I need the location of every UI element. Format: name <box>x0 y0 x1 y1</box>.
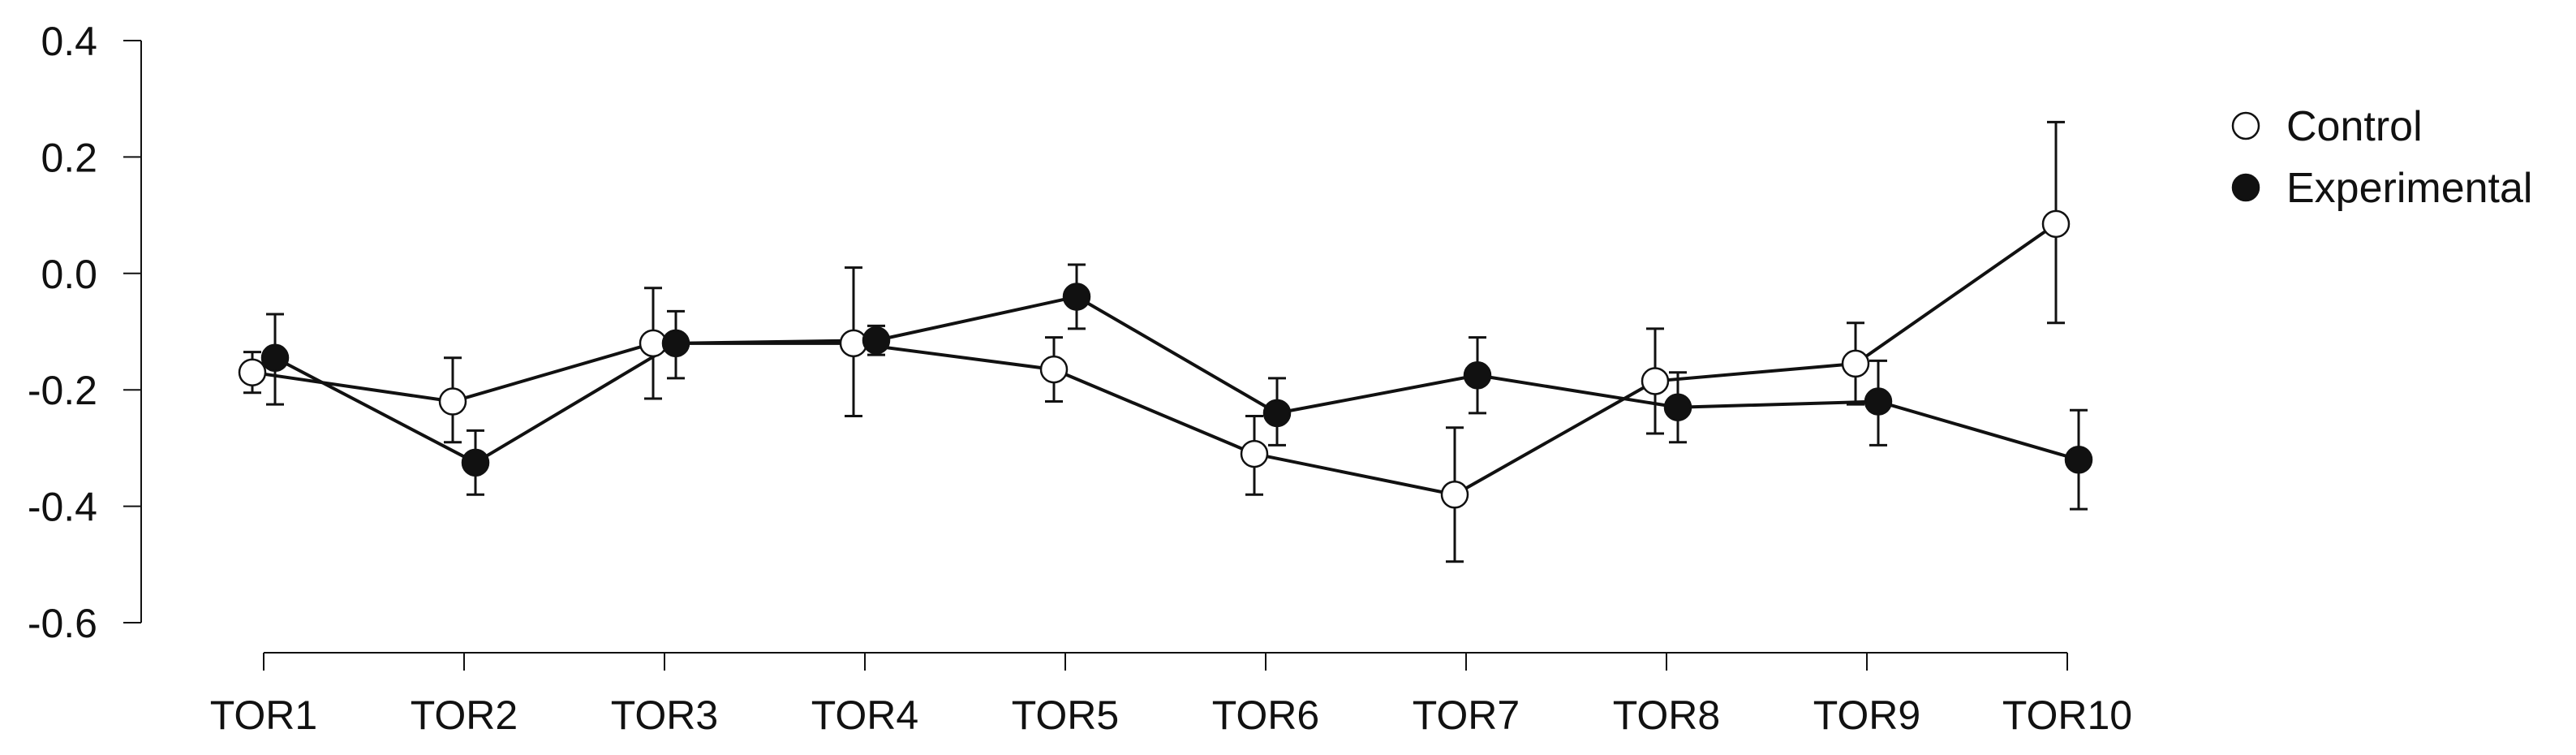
y-tick-label: 0.2 <box>41 135 97 180</box>
legend-label: Control <box>2286 103 2423 150</box>
series-line-experimental <box>274 295 2079 464</box>
x-tick-label: TOR9 <box>1813 692 1920 738</box>
legend-item-experimental: Experimental <box>2231 165 2532 212</box>
y-tick-label: -0.2 <box>28 368 97 413</box>
data-point-control <box>1641 367 1670 395</box>
data-point-experimental <box>1062 283 1091 311</box>
data-point-experimental <box>1663 393 1692 421</box>
x-tick-label: TOR6 <box>1212 692 1319 738</box>
legend: Control Experimental <box>2231 103 2532 212</box>
y-tick-label: -0.4 <box>28 485 97 530</box>
x-tick-label: TOR2 <box>411 692 518 738</box>
legend-label: Experimental <box>2286 165 2532 212</box>
data-point-control <box>238 358 267 386</box>
markers <box>238 209 2093 509</box>
data-point-control <box>2041 209 2071 239</box>
y-axis: -0.6 -0.4 -0.2 0.0 0.2 0.4 <box>28 19 142 646</box>
data-point-experimental <box>260 343 290 373</box>
data-point-control <box>1039 355 1069 384</box>
data-point-experimental <box>2064 445 2093 474</box>
data-point-experimental <box>862 326 891 355</box>
x-tick-label: TOR5 <box>1012 692 1119 738</box>
y-tick-label: 0.0 <box>41 252 97 297</box>
legend-marker <box>2231 111 2260 140</box>
data-point-control <box>1240 439 1269 468</box>
x-tick-label: TOR1 <box>210 692 317 738</box>
x-tick-label: TOR3 <box>611 692 718 738</box>
x-tick-label: TOR4 <box>811 692 918 738</box>
data-point-control <box>438 387 467 416</box>
data-point-experimental <box>1262 399 1292 428</box>
series-line-control <box>252 222 2058 497</box>
data-point-control <box>1841 349 1870 378</box>
y-tick-label: 0.4 <box>41 19 97 64</box>
data-point-experimental <box>1864 387 1893 416</box>
x-tick-label: TOR10 <box>2002 692 2132 738</box>
error-bars <box>243 120 2088 563</box>
legend-item-control: Control <box>2231 103 2423 150</box>
legend-marker <box>2231 173 2260 202</box>
data-point-experimental <box>1463 361 1492 390</box>
x-axis: TOR1 TOR2 TOR3 TOR4 TOR5 TOR6 TOR7 TOR8 TOR9 TOR1… <box>210 652 2132 738</box>
x-tick-label: TOR8 <box>1613 692 1720 738</box>
data-point-experimental <box>661 329 690 358</box>
data-point-experimental <box>461 448 490 477</box>
data-point-control <box>1440 481 1469 509</box>
series-lines <box>252 222 2079 497</box>
series-layer <box>238 120 2093 563</box>
y-tick-label: -0.6 <box>28 601 97 646</box>
x-tick-label: TOR7 <box>1413 692 1520 738</box>
